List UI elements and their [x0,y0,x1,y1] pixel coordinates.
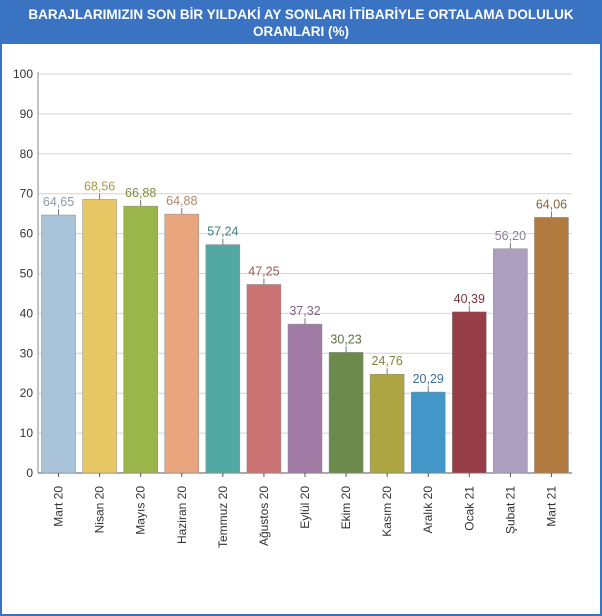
bar [287,323,323,474]
bar [493,248,528,474]
x-tick-label: Mayıs 20 [134,486,148,535]
chart-title: BARAJLARIMIZIN SON BİR YILDAKİ AY SONLAR… [2,2,600,44]
bar [246,284,282,474]
x-tick-label: Mart 20 [52,486,66,527]
bar [534,217,569,474]
y-tick-label: 50 [20,267,34,281]
bar-value-label: 56,20 [495,229,526,243]
bar-value-label: 64,65 [43,195,74,209]
x-tick-label: Ağustos 20 [257,486,271,546]
x-tick-label: Nisan 20 [93,486,107,534]
bar [164,213,200,474]
x-tick-label: Şubat 21 [503,486,517,534]
y-tick-label: 20 [20,386,34,400]
x-tick-label: Temmuz 20 [216,486,230,548]
bar [41,214,76,474]
bar [328,352,364,474]
bar-value-label: 24,76 [372,354,403,368]
bar-value-label: 37,32 [289,304,320,318]
y-tick-label: 80 [20,147,34,161]
bar-value-label: 40,39 [454,292,485,306]
x-tick-label: Ocak 21 [462,486,476,531]
x-tick-label: Kasım 20 [380,486,394,537]
y-tick-label: 40 [20,306,34,320]
bar [205,244,241,474]
bar [452,311,487,474]
x-tick-label: Eylül 20 [298,486,312,529]
x-tick-label: Mart 21 [544,486,558,527]
x-tick-label: Haziran 20 [175,486,189,544]
bar [369,373,405,474]
bar [82,199,117,474]
bar-value-label: 64,06 [536,197,567,211]
bar [410,391,446,474]
y-tick-label: 0 [26,466,33,480]
bar-value-label: 66,88 [125,186,156,200]
bar-value-label: 64,88 [166,194,197,208]
y-tick-label: 90 [20,107,34,121]
bar-value-label: 30,23 [330,332,361,346]
x-tick-label: Aralık 20 [421,486,435,534]
y-tick-label: 60 [20,227,34,241]
bar-value-label: 47,25 [248,264,279,278]
y-tick-label: 70 [20,187,34,201]
y-tick-label: 30 [20,346,34,360]
bar-value-label: 68,56 [84,179,115,193]
bar-value-label: 20,29 [413,372,444,386]
y-tick-label: 100 [13,67,33,81]
bar-value-label: 57,24 [207,225,238,239]
y-tick-label: 10 [20,426,34,440]
bar [123,205,158,474]
x-tick-label: Ekim 20 [339,486,353,530]
